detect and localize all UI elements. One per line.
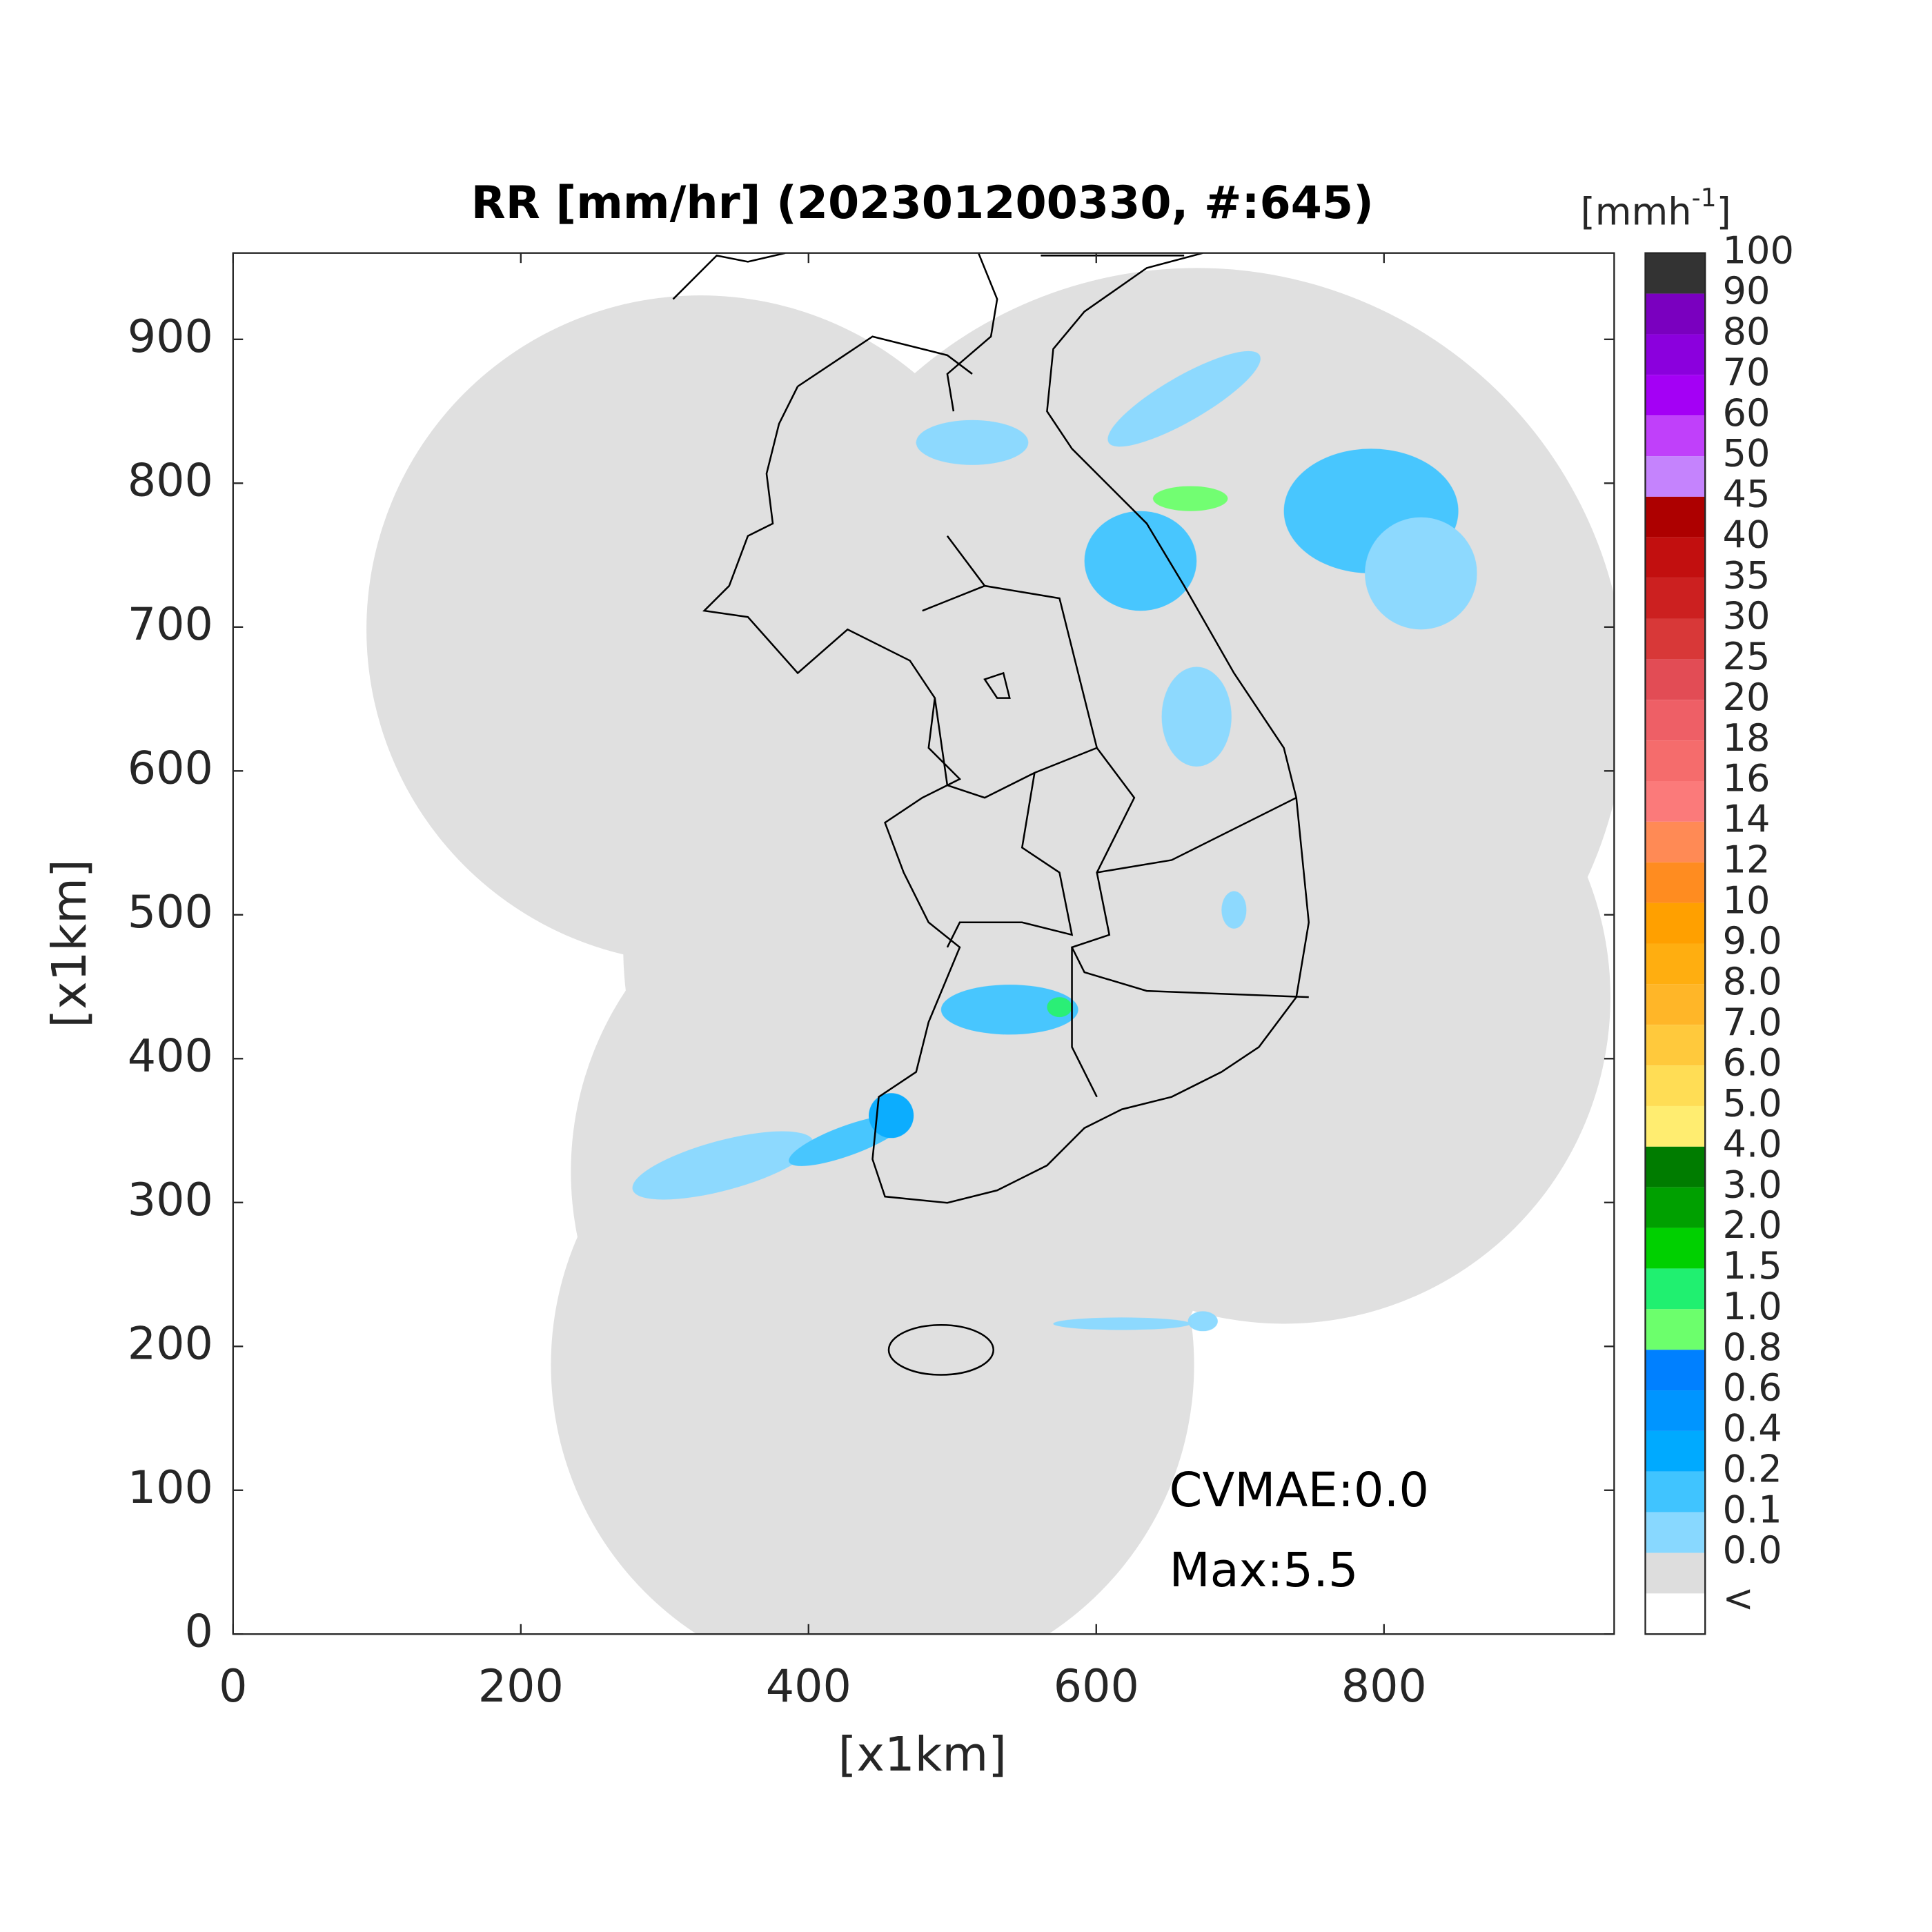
x-tick-label: 800 (1341, 1661, 1427, 1713)
colorbar-segment (1645, 984, 1706, 1025)
colorbar-segment (1645, 1430, 1706, 1472)
colorbar-label: 12 (1723, 838, 1771, 881)
y-tick-label: 500 (128, 887, 213, 938)
colorbar-segment (1645, 334, 1706, 375)
colorbar-label: 0.2 (1723, 1447, 1782, 1490)
x-tick-label: 600 (1054, 1661, 1139, 1713)
y-tick-label: 200 (128, 1318, 213, 1370)
colorbar-segment (1645, 537, 1706, 578)
colorbar-segment (1645, 456, 1706, 497)
colorbar-label: 14 (1723, 798, 1771, 841)
colorbar-unit: [mmh-1] (1581, 183, 1731, 233)
colorbar-segment (1645, 1471, 1706, 1512)
colorbar-label: 0.6 (1723, 1366, 1782, 1410)
colorbar-segment (1645, 821, 1706, 862)
colorbar-label: 60 (1723, 391, 1771, 435)
colorbar-segment (1645, 1146, 1706, 1187)
colorbar-segment (1645, 1309, 1706, 1350)
coastline (672, 253, 1310, 1376)
y-tick-label: 400 (128, 1030, 213, 1082)
colorbar-label: 7.0 (1723, 1000, 1782, 1044)
colorbar-segment (1645, 253, 1706, 294)
y-tick-label: 100 (128, 1462, 213, 1514)
colorbar-segment (1645, 1512, 1706, 1553)
colorbar-unit-base: [mmh (1581, 190, 1692, 233)
colorbar-segment (1645, 659, 1706, 700)
colorbar-segment (1645, 415, 1706, 457)
colorbar-segment (1645, 618, 1706, 660)
colorbar-label: 9.0 (1723, 919, 1782, 963)
y-tick-label: 700 (128, 599, 213, 651)
x-tick-label: 200 (478, 1661, 564, 1713)
colorbar-label: 25 (1723, 635, 1771, 678)
colorbar-label: 18 (1723, 716, 1771, 760)
colorbar-unit-exponent: -1 (1692, 183, 1717, 213)
colorbar-label: 0.4 (1723, 1407, 1782, 1450)
colorbar-segment (1645, 1105, 1706, 1147)
chart-title: RR [mm/hr] (202301200330, #:645) (471, 177, 1374, 229)
colorbar-segment (1645, 700, 1706, 741)
colorbar-segment (1645, 1390, 1706, 1431)
colorbar-label: 0.8 (1723, 1325, 1782, 1369)
y-tick-label: 600 (128, 742, 213, 794)
precipitation (632, 351, 1477, 1332)
colorbar-label: 90 (1723, 269, 1771, 313)
y-tick-label: 900 (128, 311, 213, 363)
axes-box (232, 252, 1615, 1635)
x-axis-label: [x1km] (838, 1727, 1007, 1782)
colorbar-label: 0.1 (1723, 1488, 1782, 1531)
colorbar-label: 40 (1723, 513, 1771, 556)
colorbar-label: 30 (1723, 594, 1771, 638)
x-tick-label: 400 (766, 1661, 851, 1713)
y-tick-label: 0 (185, 1606, 213, 1657)
colorbar-segment (1645, 1268, 1706, 1310)
colorbar-label: 8.0 (1723, 960, 1782, 1003)
colorbar-segment (1645, 1552, 1706, 1594)
colorbar-segment (1645, 943, 1706, 985)
colorbar-segment (1645, 1350, 1706, 1391)
colorbar-segment (1645, 1593, 1706, 1635)
colorbar-label: 5.0 (1723, 1082, 1782, 1125)
colorbar-label: < (1723, 1577, 1754, 1620)
y-tick-label: 300 (128, 1174, 213, 1226)
colorbar-segment (1645, 740, 1706, 782)
colorbar-label: 70 (1723, 351, 1771, 394)
colorbar-label: 16 (1723, 757, 1771, 800)
colorbar-segment (1645, 1228, 1706, 1269)
colorbar-label: 80 (1723, 310, 1771, 353)
colorbar-label: 35 (1723, 553, 1771, 597)
colorbar-segment (1645, 903, 1706, 944)
colorbar-label: 6.0 (1723, 1041, 1782, 1085)
colorbar-label: 10 (1723, 878, 1771, 922)
colorbar-label: 2.0 (1723, 1203, 1782, 1247)
annotation: Max:5.5 (1169, 1543, 1358, 1598)
colorbar-label: 3.0 (1723, 1163, 1782, 1206)
y-tick-label: 800 (128, 455, 213, 506)
colorbar-segment (1645, 862, 1706, 903)
colorbar-unit-close: ] (1717, 190, 1731, 233)
x-tick-label: 0 (219, 1661, 247, 1713)
colorbar-segment (1645, 375, 1706, 416)
y-axis-label: [x1km] (42, 859, 97, 1027)
colorbar-segment (1645, 1025, 1706, 1066)
colorbar-segment (1645, 781, 1706, 822)
colorbar-label: 1.5 (1723, 1244, 1782, 1288)
colorbar-label: 0.0 (1723, 1528, 1782, 1572)
colorbar-segment (1645, 1065, 1706, 1106)
colorbar-label: 45 (1723, 473, 1771, 516)
colorbar-segment (1645, 1187, 1706, 1228)
colorbar-frame (1644, 252, 1706, 1635)
colorbar-label: 20 (1723, 676, 1771, 719)
colorbar-segment (1645, 578, 1706, 619)
colorbar-segment (1645, 496, 1706, 538)
annotation: CVMAE:0.0 (1169, 1463, 1429, 1518)
colorbar-label: 1.0 (1723, 1285, 1782, 1328)
colorbar-label: 50 (1723, 432, 1771, 475)
colorbar-label: 4.0 (1723, 1122, 1782, 1165)
colorbar-label: 100 (1723, 228, 1794, 272)
colorbar-segment (1645, 293, 1706, 335)
